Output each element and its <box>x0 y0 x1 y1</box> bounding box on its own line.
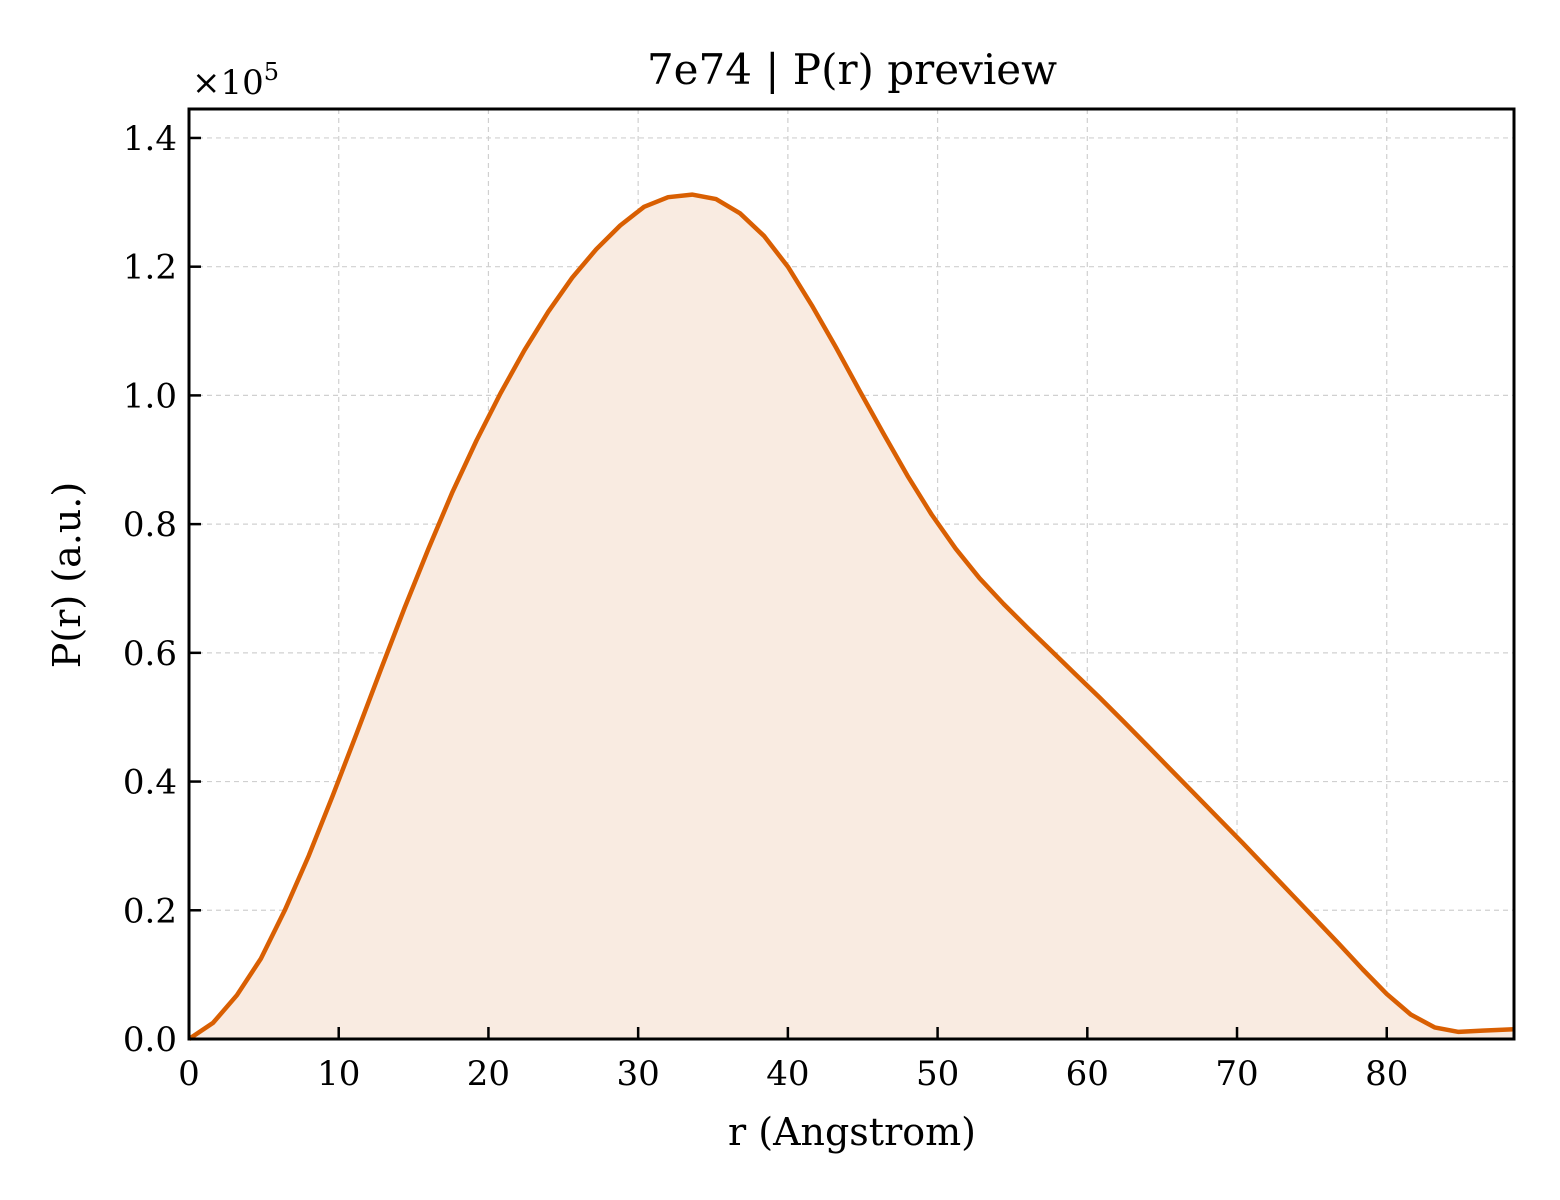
x-tick-label: 60 <box>1066 1054 1109 1094</box>
chart-title: 7e74 | P(r) preview <box>647 45 1057 94</box>
area-fill <box>189 194 1514 1040</box>
x-tick-label: 80 <box>1365 1054 1408 1094</box>
x-tick-label: 0 <box>178 1054 200 1094</box>
x-axis: 0 10 20 30 40 50 60 70 80 <box>178 1027 1408 1094</box>
x-tick-label: 20 <box>467 1054 510 1094</box>
x-tick-label: 70 <box>1215 1054 1258 1094</box>
y-axis: 0.0 0.2 0.4 0.6 0.8 1.0 1.2 1.4 <box>123 119 201 1060</box>
x-tick-label: 30 <box>617 1054 660 1094</box>
y-multiplier-label: ×105 <box>192 58 279 103</box>
x-tick-label: 10 <box>317 1054 360 1094</box>
x-axis-title: r (Angstrom) <box>728 1110 976 1154</box>
y-tick-label: 0.2 <box>123 891 177 931</box>
x-tick-label: 40 <box>766 1054 809 1094</box>
series-line <box>187 192 1515 1041</box>
y-tick-label: 1.2 <box>123 248 177 288</box>
y-tick-label: 1.4 <box>123 119 177 159</box>
plot-frame <box>187 107 1516 1041</box>
y-tick-label: 1.0 <box>123 376 177 416</box>
y-tick-label: 0.0 <box>123 1020 177 1060</box>
x-tick-label: 50 <box>916 1054 959 1094</box>
y-multiplier-base: ×10 <box>192 63 264 103</box>
y-tick-label: 0.6 <box>123 634 177 674</box>
y-tick-label: 0.8 <box>123 505 177 545</box>
y-multiplier-exponent: 5 <box>264 58 279 86</box>
y-tick-label: 0.4 <box>123 763 177 803</box>
y-axis-title: P(r) (a.u.) <box>45 482 89 668</box>
